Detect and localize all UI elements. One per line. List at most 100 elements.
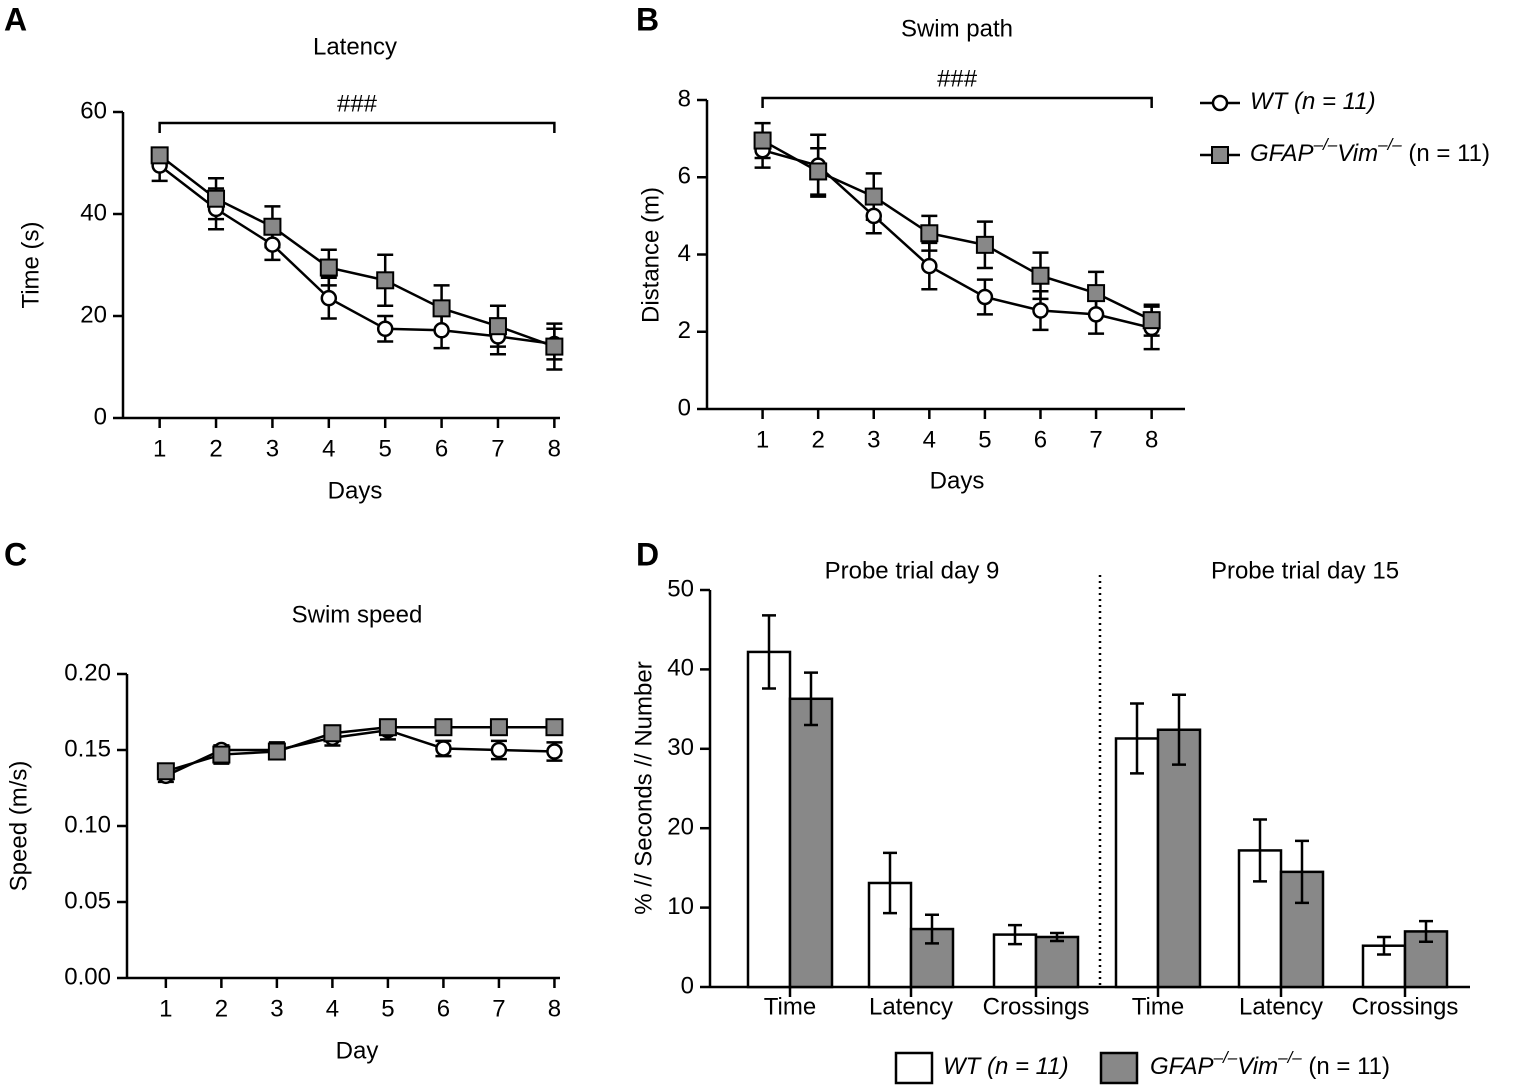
y-tick-label: 0.15: [64, 735, 111, 762]
marker: [376, 320, 394, 337]
y-tick-label: 40: [667, 655, 694, 682]
y-axis-label: % // Seconds // Number: [630, 661, 657, 914]
marker: [488, 317, 507, 336]
error-bar: [1377, 935, 1391, 956]
x-tick-label: 7: [492, 995, 505, 1022]
x-axis-label: Day: [336, 1037, 379, 1064]
legend-swatch: [1099, 1051, 1139, 1085]
x-tick-label: 1: [153, 435, 166, 462]
x-tick-label: 6: [435, 435, 448, 462]
series-line: [158, 164, 555, 346]
y-tick-label: 10: [667, 893, 694, 920]
marker: [920, 224, 939, 243]
bar: [1114, 737, 1160, 989]
x-axis-label: Days: [328, 477, 383, 504]
marker: [1211, 94, 1229, 112]
x-tick-label: Latency: [1239, 993, 1323, 1020]
marker: [1087, 306, 1105, 323]
marker: [378, 718, 397, 737]
x-tick-label: Crossings: [983, 993, 1090, 1020]
x-tick-label: 6: [1034, 426, 1047, 453]
y-tick-label: 50: [667, 575, 694, 602]
x-tick-label: Time: [764, 993, 816, 1020]
x-tick-label: 8: [1145, 426, 1158, 453]
x-tick-label: 4: [923, 426, 936, 453]
panel-letter: D: [636, 536, 659, 572]
annotation: ###: [937, 65, 978, 92]
chart-title: Latency: [313, 33, 397, 60]
error-bar: [925, 913, 939, 945]
bar: [1156, 728, 1202, 989]
marker: [434, 718, 453, 737]
y-axis-label: Distance (m): [637, 187, 664, 323]
bracket: [158, 121, 556, 133]
error-bar: [883, 851, 897, 915]
x-tick-label: 5: [978, 426, 991, 453]
x-tick-label: 6: [437, 995, 450, 1022]
x-tick-label: 2: [811, 426, 824, 453]
y-tick-label: 20: [80, 301, 107, 328]
y-tick-label: 0: [94, 403, 107, 430]
marker: [435, 740, 452, 757]
panel: A Latency Days Time (s) 0 20 40 60 1 2 3 4 5 6 7 8 ###: [4, 1, 564, 504]
panel-letter: A: [4, 1, 27, 37]
series-line: [761, 139, 1153, 322]
error-bar: [1130, 702, 1144, 775]
bar: [1034, 935, 1080, 989]
bracket: [761, 96, 1153, 108]
x-tick-label: 3: [266, 435, 279, 462]
marker: [1032, 302, 1049, 319]
marker: [864, 187, 883, 206]
y-tick-label: 0: [681, 972, 694, 999]
marker: [490, 741, 508, 759]
x-tick-label: 8: [548, 435, 561, 462]
y-tick-label: 60: [80, 97, 107, 124]
x-tick-label: 3: [270, 995, 283, 1022]
error-bar: [1295, 839, 1309, 905]
error-bar: [1172, 693, 1186, 766]
x-tick-label: 3: [867, 426, 880, 453]
marker: [212, 745, 231, 764]
x-tick-label: 4: [326, 995, 339, 1022]
x-tick-label: 2: [209, 435, 222, 462]
y-tick-label: 0.10: [64, 811, 111, 838]
marker: [921, 257, 938, 275]
marker: [1087, 284, 1106, 303]
legend-label: WT (n = 11): [1250, 88, 1376, 115]
annotation: ###: [337, 90, 378, 117]
marker: [263, 217, 282, 236]
error-bar: [1050, 931, 1064, 943]
x-tick-label: 2: [215, 995, 228, 1022]
marker: [376, 271, 395, 290]
x-axis-label: Days: [930, 467, 985, 494]
series-line: [762, 149, 1152, 330]
y-tick-label: 0.05: [64, 887, 111, 914]
marker: [489, 718, 508, 737]
y-tick-label: 8: [678, 85, 691, 112]
series-line: [165, 725, 555, 773]
chart-title: Swim path: [901, 15, 1013, 42]
marker: [545, 718, 564, 737]
marker: [1142, 311, 1161, 330]
panel-letter: B: [636, 1, 659, 37]
error-bar: [762, 614, 776, 690]
x-tick-label: 7: [1089, 426, 1102, 453]
y-axis-label: Time (s): [17, 221, 44, 308]
x-tick-label: 1: [756, 426, 769, 453]
marker: [545, 337, 564, 356]
y-tick-label: 0.00: [64, 963, 111, 990]
marker: [1031, 266, 1050, 285]
x-tick-label: 1: [159, 995, 172, 1022]
bar: [788, 697, 834, 989]
series-line: [165, 728, 555, 777]
error-bar: [804, 671, 818, 727]
x-tick-label: Time: [1132, 993, 1184, 1020]
group-title: Probe trial day 9: [825, 557, 1000, 584]
marker: [156, 762, 175, 781]
y-tick-label: 40: [80, 199, 107, 226]
marker: [753, 131, 772, 150]
error-bar: [1419, 919, 1433, 943]
y-tick-label: 2: [678, 317, 691, 344]
y-tick-label: 30: [667, 734, 694, 761]
panel: C Swim speed Day Speed (m/s) 0.00 0.05 0.10 0.1…: [4, 536, 564, 1064]
